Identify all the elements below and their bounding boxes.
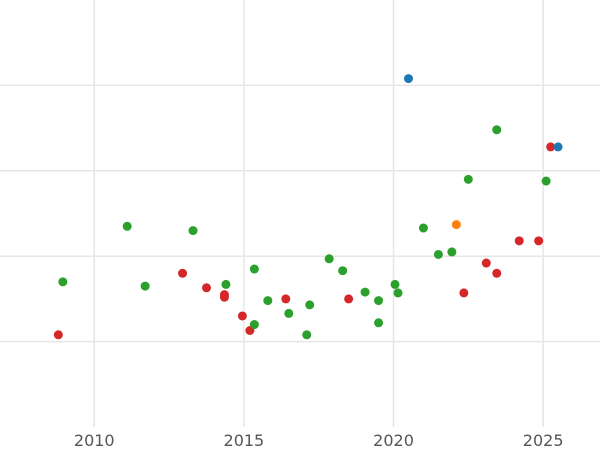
data-point-25 [390,279,400,289]
data-point-32 [459,288,469,298]
data-point-36 [492,125,502,135]
data-point-38 [534,236,544,246]
data-point-39 [541,176,551,186]
data-point-21 [344,294,354,304]
data-point-13 [249,320,259,330]
data-points [53,74,563,340]
data-point-29 [433,249,443,259]
data-point-10 [237,311,247,321]
data-point-34 [481,258,491,268]
x-tick-label-2: 2020 [373,431,414,450]
data-point-1 [58,277,68,287]
data-point-28 [418,223,428,233]
x-tick-label-3: 2025 [523,431,564,450]
grid [0,0,600,427]
data-point-15 [281,294,291,304]
data-point-22 [360,287,370,297]
data-point-24 [374,318,384,328]
data-point-12 [249,264,259,274]
data-point-40 [546,142,556,152]
data-point-23 [374,296,384,306]
x-tick-label-1: 2015 [224,431,265,450]
data-point-5 [188,226,198,236]
data-point-30 [447,247,457,257]
data-point-37 [514,236,524,246]
x-tick-label-0: 2010 [74,431,115,450]
data-point-6 [201,283,211,293]
data-point-35 [492,268,502,278]
data-point-41 [553,142,563,152]
data-point-18 [305,300,315,310]
data-point-31 [451,220,461,230]
data-point-2 [122,221,132,231]
data-point-8 [219,292,229,302]
x-axis-tick-labels: 2010 2015 2020 2025 [74,431,564,450]
data-point-0 [53,330,63,340]
data-point-33 [463,174,473,184]
data-point-17 [302,330,312,340]
data-point-4 [178,268,188,278]
data-point-14 [263,296,273,306]
data-point-19 [324,254,334,264]
data-point-16 [284,308,294,318]
data-point-20 [338,266,348,276]
data-point-9 [221,279,231,289]
data-point-27 [403,74,413,84]
data-point-26 [393,288,403,298]
data-point-3 [140,281,150,291]
